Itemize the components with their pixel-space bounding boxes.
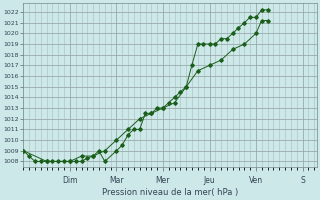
X-axis label: Pression niveau de la mer( hPa ): Pression niveau de la mer( hPa ) [102,188,238,197]
